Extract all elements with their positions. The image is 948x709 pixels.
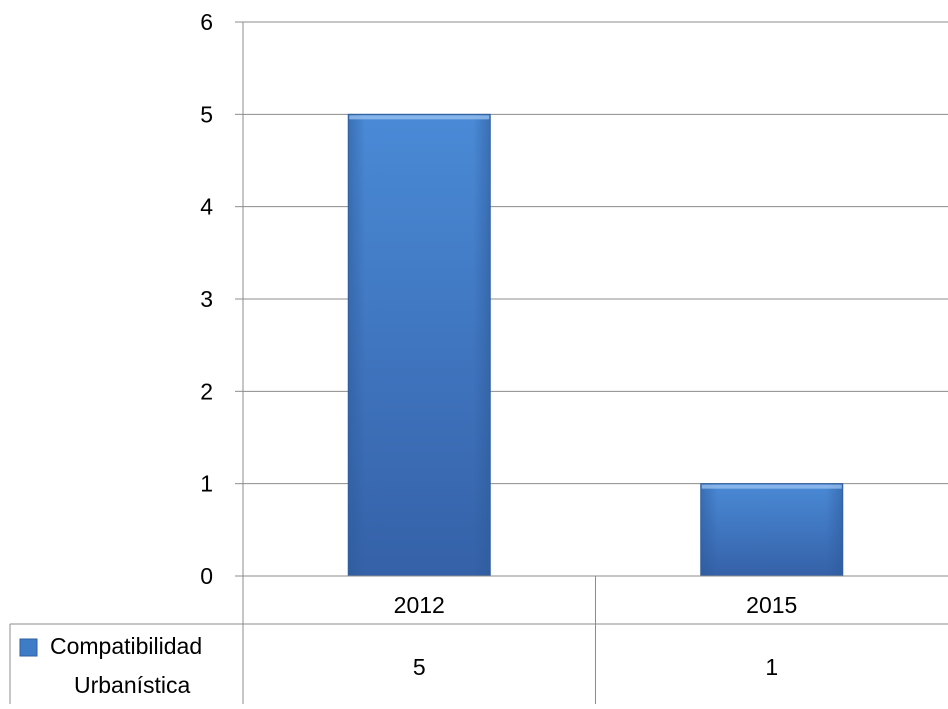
y-tick-label: 0 xyxy=(200,563,213,589)
y-tick-label: 5 xyxy=(200,101,213,127)
series-label-line-1: Compatibilidad xyxy=(50,633,202,659)
y-axis-tick-labels: 0 1 2 3 4 5 6 xyxy=(200,9,213,589)
y-tick-label: 6 xyxy=(200,9,213,35)
y-tick-label: 3 xyxy=(200,286,213,312)
axes xyxy=(235,21,948,704)
bar-shading xyxy=(348,114,491,576)
bars xyxy=(347,113,844,577)
y-tick-label: 4 xyxy=(200,194,213,220)
bar-top-highlight xyxy=(349,115,490,120)
data-table-value: 5 xyxy=(413,654,426,680)
bar-top-highlight xyxy=(701,484,842,489)
y-tick-label: 1 xyxy=(200,471,213,497)
y-tick-label: 2 xyxy=(200,378,213,404)
x-category-label: 2015 xyxy=(746,592,797,618)
data-table-value: 1 xyxy=(765,654,778,680)
x-category-label: 2012 xyxy=(394,592,445,618)
bar-shading xyxy=(700,483,843,576)
legend-key-swatch xyxy=(19,638,38,657)
data-table: 2012 2015 5 1 Compatibilidad Urbanística xyxy=(9,576,948,704)
series-label-line-2: Urbanística xyxy=(74,672,191,698)
